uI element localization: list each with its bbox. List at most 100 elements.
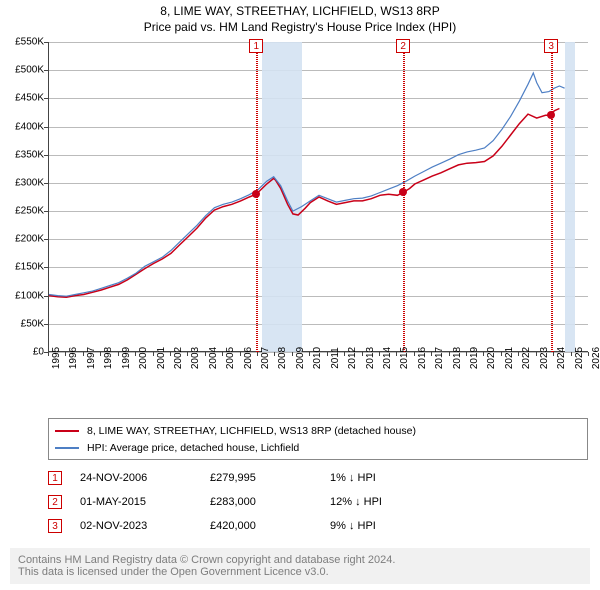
sale-date: 01-MAY-2015 xyxy=(80,496,210,508)
x-tick-label: 2026 xyxy=(591,347,600,369)
sale-marker-line xyxy=(403,42,405,352)
x-tick xyxy=(65,352,66,356)
x-tick-label: 1997 xyxy=(86,347,97,369)
sale-marker-num: 2 xyxy=(396,39,410,53)
x-tick-label: 2010 xyxy=(312,347,323,369)
x-tick xyxy=(466,352,467,356)
sale-marker-num: 1 xyxy=(48,471,62,485)
x-tick-label: 2025 xyxy=(574,347,585,369)
y-tick-label: £300K xyxy=(0,177,44,188)
footer-line: This data is licensed under the Open Gov… xyxy=(18,566,582,578)
x-tick-label: 2011 xyxy=(330,347,341,369)
x-tick-label: 2019 xyxy=(469,347,480,369)
x-tick xyxy=(222,352,223,356)
x-tick-label: 2017 xyxy=(434,347,445,369)
y-tick-label: £250K xyxy=(0,206,44,217)
y-tick-label: £550K xyxy=(0,37,44,48)
x-tick-label: 2022 xyxy=(521,347,532,369)
x-tick xyxy=(274,352,275,356)
x-tick-label: 2021 xyxy=(504,347,515,369)
x-tick xyxy=(449,352,450,356)
x-tick-label: 2003 xyxy=(190,347,201,369)
x-tick-label: 1999 xyxy=(121,347,132,369)
x-tick-label: 2006 xyxy=(243,347,254,369)
x-tick xyxy=(414,352,415,356)
series-property xyxy=(49,109,559,298)
legend-label: 8, LIME WAY, STREETHAY, LICHFIELD, WS13 … xyxy=(87,425,416,437)
x-tick-label: 1998 xyxy=(103,347,114,369)
x-tick-label: 2007 xyxy=(260,347,271,369)
x-tick-label: 2014 xyxy=(382,347,393,369)
x-tick-label: 1996 xyxy=(68,347,79,369)
x-tick-label: 2002 xyxy=(173,347,184,369)
x-tick xyxy=(518,352,519,356)
x-tick xyxy=(309,352,310,356)
sale-date: 24-NOV-2006 xyxy=(80,472,210,484)
title-main: 8, LIME WAY, STREETHAY, LICHFIELD, WS13 … xyxy=(0,4,600,18)
sales-table: 1 24-NOV-2006 £279,995 1% ↓ HPI 2 01-MAY… xyxy=(48,466,470,538)
series-hpi xyxy=(49,73,565,296)
y-tick-label: £400K xyxy=(0,121,44,132)
x-tick xyxy=(83,352,84,356)
x-tick xyxy=(536,352,537,356)
series-svg xyxy=(49,42,589,352)
x-tick-label: 2001 xyxy=(156,347,167,369)
y-tick-label: £0 xyxy=(0,347,44,358)
sale-price: £283,000 xyxy=(210,496,330,508)
legend-row: 8, LIME WAY, STREETHAY, LICHFIELD, WS13 … xyxy=(55,422,581,439)
legend-label: HPI: Average price, detached house, Lich… xyxy=(87,442,299,454)
x-tick xyxy=(327,352,328,356)
x-tick xyxy=(187,352,188,356)
x-tick xyxy=(240,352,241,356)
x-tick-label: 2024 xyxy=(556,347,567,369)
x-tick xyxy=(571,352,572,356)
sale-diff: 1% ↓ HPI xyxy=(330,472,470,484)
x-tick xyxy=(588,352,589,356)
sale-diff: 12% ↓ HPI xyxy=(330,496,470,508)
sale-dot xyxy=(252,190,260,198)
y-tick-label: £100K xyxy=(0,290,44,301)
x-tick-label: 2016 xyxy=(417,347,428,369)
sale-marker-num: 3 xyxy=(48,519,62,533)
sales-row: 2 01-MAY-2015 £283,000 12% ↓ HPI xyxy=(48,490,470,514)
legend-swatch xyxy=(55,447,79,449)
x-tick-label: 1995 xyxy=(51,347,62,369)
x-tick xyxy=(118,352,119,356)
plot-area: 123 xyxy=(48,42,588,352)
x-tick xyxy=(292,352,293,356)
x-tick xyxy=(501,352,502,356)
title-sub: Price paid vs. HM Land Registry's House … xyxy=(0,20,600,34)
x-tick-label: 2018 xyxy=(452,347,463,369)
x-tick-label: 2023 xyxy=(539,347,550,369)
x-tick xyxy=(431,352,432,356)
footer: Contains HM Land Registry data © Crown c… xyxy=(10,548,590,584)
x-tick xyxy=(153,352,154,356)
footer-line: Contains HM Land Registry data © Crown c… xyxy=(18,554,582,566)
x-tick xyxy=(170,352,171,356)
x-tick xyxy=(205,352,206,356)
legend: 8, LIME WAY, STREETHAY, LICHFIELD, WS13 … xyxy=(48,418,588,460)
y-tick-label: £50K xyxy=(0,318,44,329)
x-tick xyxy=(48,352,49,356)
legend-swatch xyxy=(55,430,79,432)
x-tick-label: 2020 xyxy=(486,347,497,369)
x-tick xyxy=(135,352,136,356)
chart: 123 £0£50K£100K£150K£200K£250K£300K£350K… xyxy=(0,42,600,412)
sales-row: 1 24-NOV-2006 £279,995 1% ↓ HPI xyxy=(48,466,470,490)
chart-titles: 8, LIME WAY, STREETHAY, LICHFIELD, WS13 … xyxy=(0,0,600,34)
x-tick-label: 2015 xyxy=(399,347,410,369)
sale-diff: 9% ↓ HPI xyxy=(330,520,470,532)
sale-price: £420,000 xyxy=(210,520,330,532)
x-tick xyxy=(362,352,363,356)
sale-marker-num: 2 xyxy=(48,495,62,509)
sale-dot xyxy=(547,111,555,119)
x-tick-label: 2009 xyxy=(295,347,306,369)
y-tick-label: £150K xyxy=(0,262,44,273)
sale-price: £279,995 xyxy=(210,472,330,484)
sales-row: 3 02-NOV-2023 £420,000 9% ↓ HPI xyxy=(48,514,470,538)
x-tick-label: 2005 xyxy=(225,347,236,369)
y-tick-label: £500K xyxy=(0,65,44,76)
sale-dot xyxy=(399,188,407,196)
x-tick-label: 2000 xyxy=(138,347,149,369)
y-tick-label: £200K xyxy=(0,234,44,245)
